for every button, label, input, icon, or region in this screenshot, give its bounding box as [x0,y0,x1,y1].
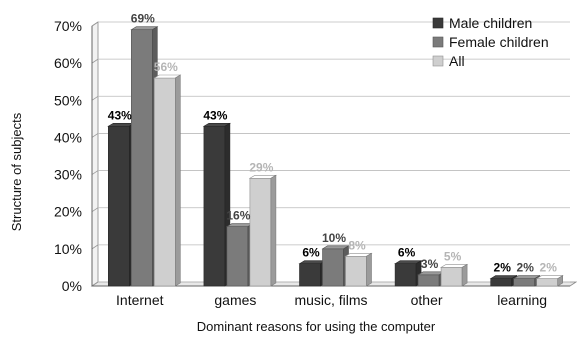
x-tick-label: learning [497,292,547,308]
bar [153,74,182,287]
bar [417,271,446,287]
bar-front [394,263,417,287]
bar-front [322,248,344,287]
bar-front [154,77,176,287]
legend-swatch [432,17,444,29]
data-label: 8% [348,238,366,252]
data-label: 6% [398,246,416,260]
bar-side [270,174,277,287]
bar [394,260,423,287]
gridline-diagonal [91,133,99,138]
y-tick-label: 20% [54,204,82,220]
gridline-diagonal [91,207,99,213]
bar-side [461,263,468,287]
x-axis-title: Dominant reasons for using the computer [197,319,436,334]
bar-side [366,252,372,287]
legend-swatch [432,36,444,48]
data-labels: 43%69%56%43%16%29%6%10%8%6%3%5%2% 2% 2% [108,12,557,275]
legend-label: Male children [449,15,532,31]
y-tick-label: 60% [54,55,82,71]
bars [107,26,564,287]
y-tick-label: 0% [62,278,82,294]
bar-front [203,125,226,287]
data-label: 16% [226,209,250,223]
bar-front [490,278,513,287]
bar-front [345,255,367,287]
bar [440,263,469,287]
bar [202,122,231,287]
bar-side [557,275,563,287]
legend-swatch [432,55,444,67]
bar [321,245,350,287]
legend-label: All [449,53,465,69]
data-label: 29% [249,160,273,174]
gridline-diagonal [91,95,99,101]
bar-front [513,278,536,287]
data-label: 43% [203,108,227,122]
bar-front [249,177,272,287]
gridline-diagonal [91,21,99,27]
data-label: 2% [540,261,558,275]
y-tick-label: 40% [54,129,82,145]
legend-label: Female children [449,34,549,50]
gridline-diagonal [91,170,99,175]
x-tick-label: other [411,292,443,308]
x-tick-label: games [214,292,256,308]
bar [248,174,277,287]
y-axis-title: Structure of subjects [9,112,24,231]
gridline-diagonal [91,281,99,287]
legend: Male children Female children All [432,15,549,69]
data-label: 56% [154,60,178,74]
y-tick-label: 50% [54,92,82,108]
y-tick-label: 70% [54,18,82,34]
bar-front [299,263,321,287]
bar [225,223,254,287]
y-tick-label: 30% [54,167,82,183]
bar-side [175,74,181,287]
bar-front [226,226,249,287]
data-label: 5% [444,249,462,263]
gridline-diagonal [91,58,99,64]
bar [535,275,564,287]
y-tick-label: 10% [54,241,82,257]
bar [489,275,518,287]
bar-front [131,29,153,287]
x-tick-label: music, films [294,292,367,308]
bar [298,260,327,287]
data-label: 2% [494,261,512,275]
bar-front [417,274,440,287]
bar-front [108,125,130,287]
data-label: 69% [131,12,155,26]
bar-front [536,278,559,287]
data-label: 10% [322,231,346,245]
data-label: 3% [421,257,439,271]
x-tick-label: Internet [116,292,164,308]
data-label: 43% [108,108,132,122]
bar [512,275,541,287]
bar [344,252,373,287]
gridline-diagonal [91,244,99,250]
data-label: 6% [302,246,320,260]
bar [107,122,136,287]
axes: 0% 10% 20% 30% 40% 50% 60% 70% Internet games musi… [54,18,570,308]
bar-front [440,267,463,287]
data-label: 2% [517,261,535,275]
